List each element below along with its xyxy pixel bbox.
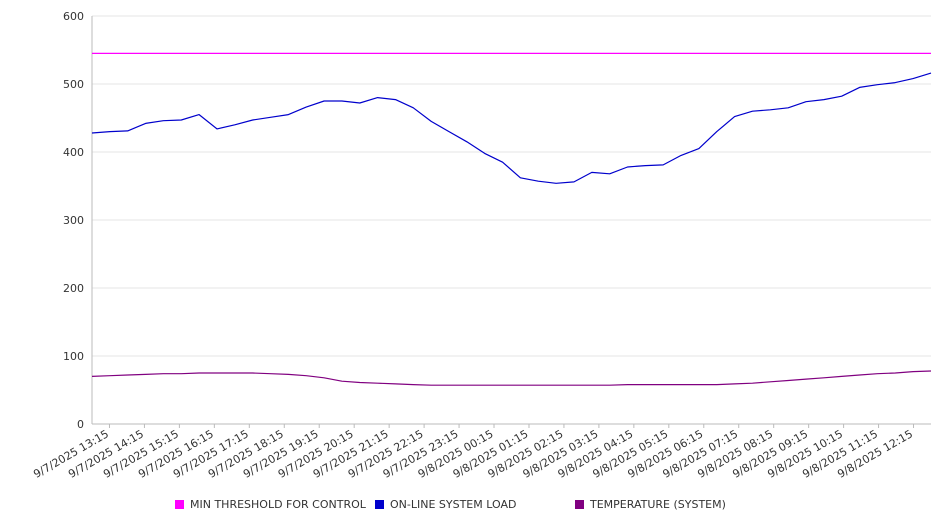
y-tick-label: 200 <box>63 282 84 295</box>
legend-item-temperature[interactable]: TEMPERATURE (SYSTEM) <box>575 498 726 511</box>
y-tick-label: 300 <box>63 214 84 227</box>
y-tick-label: 600 <box>63 10 84 23</box>
x-tick-labels: 9/7/2025 13:159/7/2025 14:159/7/2025 15:… <box>31 427 915 481</box>
y-tick-label: 500 <box>63 78 84 91</box>
y-tick-labels: 0 100 200 300 400 500 600 <box>63 10 84 431</box>
legend-label-min-threshold: MIN THRESHOLD FOR CONTROL <box>190 498 366 511</box>
legend-swatch-system-load <box>375 500 384 509</box>
gridlines <box>92 15 931 357</box>
y-tick-label: 0 <box>77 418 84 431</box>
legend-label-system-load: ON-LINE SYSTEM LOAD <box>390 498 517 511</box>
legend-item-system-load[interactable]: ON-LINE SYSTEM LOAD <box>375 498 516 511</box>
legend-label-temperature: TEMPERATURE (SYSTEM) <box>590 498 726 511</box>
legend: MIN THRESHOLD FOR CONTROL ON-LINE SYSTEM… <box>0 498 946 514</box>
axes <box>91 16 931 428</box>
series-line-on-line-system-load <box>91 72 932 184</box>
legend-item-min-threshold[interactable]: MIN THRESHOLD FOR CONTROL <box>175 498 366 511</box>
y-tick-label: 400 <box>63 146 84 159</box>
series-line-temperature-system <box>91 370 932 386</box>
legend-swatch-temperature <box>575 500 584 509</box>
legend-swatch-min-threshold <box>175 500 184 509</box>
y-tick-label: 100 <box>63 350 84 363</box>
series-lines <box>91 52 932 386</box>
